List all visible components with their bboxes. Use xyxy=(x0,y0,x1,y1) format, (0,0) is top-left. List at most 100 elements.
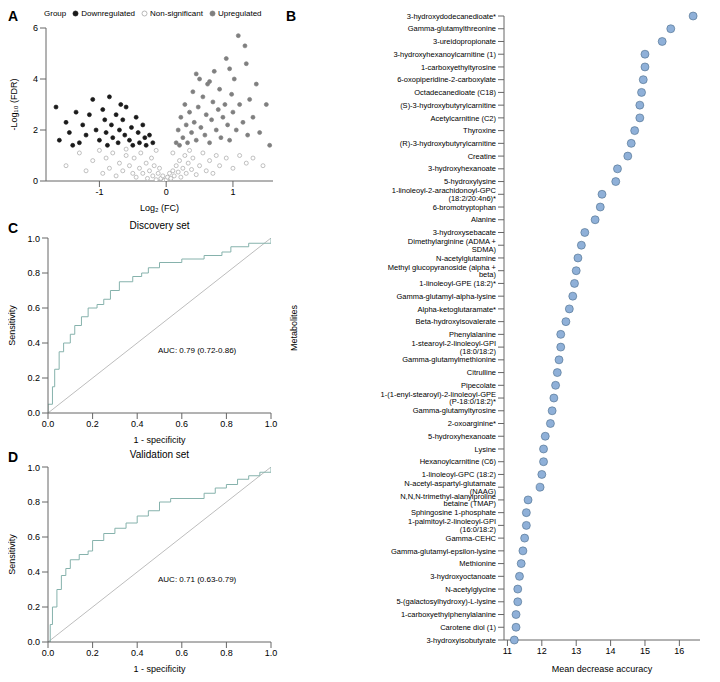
svg-text:Sensitivity: Sensitivity xyxy=(8,534,17,575)
svg-text:Citrulline: Citrulline xyxy=(467,368,496,377)
svg-text:Gamma-CEHC: Gamma-CEHC xyxy=(446,534,497,543)
html-text:C: C xyxy=(8,220,19,236)
svg-text:3-hydroxyoctanoate: 3-hydroxyoctanoate xyxy=(430,572,496,581)
svg-text:0.4: 0.4 xyxy=(131,648,144,658)
svg-text:0.8: 0.8 xyxy=(220,419,233,429)
svg-text:1-stearoyl-2-linoleoyl-GPI(18:: 1-stearoyl-2-linoleoyl-GPI(18:0/18:2) xyxy=(411,339,496,356)
svg-text:Thyroxine: Thyroxine xyxy=(463,126,496,135)
html-text:A: A xyxy=(8,8,19,24)
svg-text:0.0: 0.0 xyxy=(42,419,55,429)
svg-text:0.2: 0.2 xyxy=(27,602,40,612)
svg-text:N-acetylglutamine: N-acetylglutamine xyxy=(436,254,496,263)
svg-text:0: 0 xyxy=(33,176,38,186)
html-text:Validation set: Validation set xyxy=(129,449,190,460)
svg-text:16: 16 xyxy=(674,646,684,656)
svg-text:Gamma-glutamyl-alpha-lysine: Gamma-glutamyl-alpha-lysine xyxy=(396,292,496,301)
svg-text:1-carboxyethylphenylalanine: 1-carboxyethylphenylalanine xyxy=(401,610,496,619)
svg-text:3-ureidopropionate: 3-ureidopropionate xyxy=(433,37,496,46)
svg-text:0.6: 0.6 xyxy=(176,648,189,658)
svg-text:Gamma-glutamyl-epsilon-lysine: Gamma-glutamyl-epsilon-lysine xyxy=(391,547,496,556)
svg-text:3-hydroxyhexanoylcarnitine (1): 3-hydroxyhexanoylcarnitine (1) xyxy=(393,50,496,59)
svg-text:Mean decrease accuracy: Mean decrease accuracy xyxy=(552,664,653,674)
svg-text:Methionine: Methionine xyxy=(459,559,496,568)
svg-text:0.2: 0.2 xyxy=(27,373,40,383)
svg-text:0.8: 0.8 xyxy=(27,268,40,278)
svg-text:1-palmitoyl-2-linoleoyl-GPI(16: 1-palmitoyl-2-linoleoyl-GPI(16:0/18:2) xyxy=(408,517,496,534)
svg-text:4: 4 xyxy=(33,74,38,84)
svg-text:0.4: 0.4 xyxy=(27,567,40,577)
svg-text:6-bromotryptophan: 6-bromotryptophan xyxy=(433,203,496,212)
svg-text:1 - specificity: 1 - specificity xyxy=(133,435,186,445)
svg-text:3-hydroxydodecanedioate*: 3-hydroxydodecanedioate* xyxy=(407,12,496,21)
svg-text:0.6: 0.6 xyxy=(27,532,40,542)
svg-text:1: 1 xyxy=(230,187,235,197)
svg-text:0.2: 0.2 xyxy=(86,419,99,429)
svg-text:1-linoleoyl-GPE (18:2)*: 1-linoleoyl-GPE (18:2)* xyxy=(419,279,496,288)
svg-text:3-hydroxyisobutyrate: 3-hydroxyisobutyrate xyxy=(426,636,496,645)
svg-text:Lysine: Lysine xyxy=(475,445,496,454)
svg-text:(S)-3-hydroxybutyrylcarnitine: (S)-3-hydroxybutyrylcarnitine xyxy=(400,101,496,110)
svg-text:1-carboxyethyltyrosine: 1-carboxyethyltyrosine xyxy=(421,63,496,72)
svg-text:Alanine: Alanine xyxy=(471,215,496,224)
svg-text:(R)-3-hydroxybutyrylcarnitine: (R)-3-hydroxybutyrylcarnitine xyxy=(400,139,496,148)
svg-text:6-oxopiperidine-2-carboxylate: 6-oxopiperidine-2-carboxylate xyxy=(397,75,496,84)
svg-text:5-(galactosylhydroxy)-L-lysine: 5-(galactosylhydroxy)-L-lysine xyxy=(396,597,496,606)
svg-text:Pipecolate: Pipecolate xyxy=(461,381,496,390)
svg-text:3-hydroxyhexanoate: 3-hydroxyhexanoate xyxy=(428,164,496,173)
svg-text:5-hydroxyhexanoate: 5-hydroxyhexanoate xyxy=(428,432,496,441)
svg-text:3-hydroxysebacate: 3-hydroxysebacate xyxy=(433,228,496,237)
svg-text:Gamma-glutamylthreonine: Gamma-glutamylthreonine xyxy=(408,24,496,33)
svg-text:1.0: 1.0 xyxy=(27,463,40,473)
svg-text:-1: -1 xyxy=(95,187,103,197)
svg-text:0.8: 0.8 xyxy=(220,648,233,658)
svg-text:0: 0 xyxy=(164,187,169,197)
svg-text:Dimethylarginine (ADMA +SDMA): Dimethylarginine (ADMA +SDMA) xyxy=(408,237,497,254)
svg-text:Log₂ (FC): Log₂ (FC) xyxy=(140,203,179,213)
html-text:B: B xyxy=(286,8,297,24)
svg-text:N-acetylglycine: N-acetylglycine xyxy=(445,585,496,594)
svg-text:N,N,N-trimethyl-alanylprolineb: N,N,N-trimethyl-alanylprolinebetaine (TM… xyxy=(400,492,496,509)
svg-text:Metabolites: Metabolites xyxy=(289,304,299,351)
svg-text:Gamma-glutamyltyrosine: Gamma-glutamyltyrosine xyxy=(413,406,496,415)
svg-text:Octadecanedioate (C18): Octadecanedioate (C18) xyxy=(414,88,496,97)
svg-text:Methyl glucopyranoside (alpha: Methyl glucopyranoside (alpha +beta) xyxy=(388,263,497,280)
svg-text:Sensitivity: Sensitivity xyxy=(8,305,17,346)
svg-text:0.2: 0.2 xyxy=(86,648,99,658)
svg-text:Alpha-ketoglutaramate*: Alpha-ketoglutaramate* xyxy=(418,305,496,314)
svg-text:0.6: 0.6 xyxy=(176,419,189,429)
svg-text:11: 11 xyxy=(503,646,512,656)
svg-text:0.0: 0.0 xyxy=(42,648,55,658)
svg-text:Acetylcarnitine (C2): Acetylcarnitine (C2) xyxy=(431,114,497,123)
svg-text:1.0: 1.0 xyxy=(265,419,278,429)
svg-text:2-oxoarginine*: 2-oxoarginine* xyxy=(448,419,496,428)
html-text:D: D xyxy=(8,449,19,465)
svg-text:Creatine: Creatine xyxy=(468,152,496,161)
svg-text:Hexanoylcarnitine (C6): Hexanoylcarnitine (C6) xyxy=(420,457,497,466)
svg-text:1-linoleoyl-GPC (18:2): 1-linoleoyl-GPC (18:2) xyxy=(422,470,497,479)
svg-text:Gamma-glutamylmethionine: Gamma-glutamylmethionine xyxy=(402,355,496,364)
svg-text:0.0: 0.0 xyxy=(27,408,40,418)
svg-text:14: 14 xyxy=(606,646,616,656)
svg-text:Carotene diol (1): Carotene diol (1) xyxy=(440,623,496,632)
svg-text:0.6: 0.6 xyxy=(27,303,40,313)
svg-text:2: 2 xyxy=(33,125,38,135)
svg-text:1 - specificity: 1 - specificity xyxy=(133,664,186,674)
svg-text:0.8: 0.8 xyxy=(27,497,40,507)
svg-text:5-hydroxylysine: 5-hydroxylysine xyxy=(444,177,496,186)
svg-text:1.0: 1.0 xyxy=(265,648,278,658)
svg-text:13: 13 xyxy=(571,646,581,656)
svg-text:1-linoleoyl-2-arachidonoyl-GPC: 1-linoleoyl-2-arachidonoyl-GPC(18:2/20:4… xyxy=(392,186,497,203)
svg-text:0.4: 0.4 xyxy=(27,338,40,348)
svg-text:1.0: 1.0 xyxy=(27,234,40,244)
svg-text:0.0: 0.0 xyxy=(27,637,40,647)
svg-text:Sphingosine 1-phosphate: Sphingosine 1-phosphate xyxy=(411,508,496,517)
svg-text:0.4: 0.4 xyxy=(131,419,144,429)
svg-text:15: 15 xyxy=(640,646,650,656)
svg-text:6: 6 xyxy=(33,23,38,33)
svg-text:Beta-hydroxyisovalerate: Beta-hydroxyisovalerate xyxy=(416,317,496,326)
svg-text:1-(1-enyl-stearoyl)-2-linoleoy: 1-(1-enyl-stearoyl)-2-linoleoyl-GPE(P-18… xyxy=(381,390,497,407)
svg-text:-Log₁₀ (FDR): -Log₁₀ (FDR) xyxy=(9,79,19,131)
svg-text:Phenylalanine: Phenylalanine xyxy=(449,330,496,339)
html-text:Discovery set: Discovery set xyxy=(129,220,190,231)
svg-text:12: 12 xyxy=(537,646,547,656)
